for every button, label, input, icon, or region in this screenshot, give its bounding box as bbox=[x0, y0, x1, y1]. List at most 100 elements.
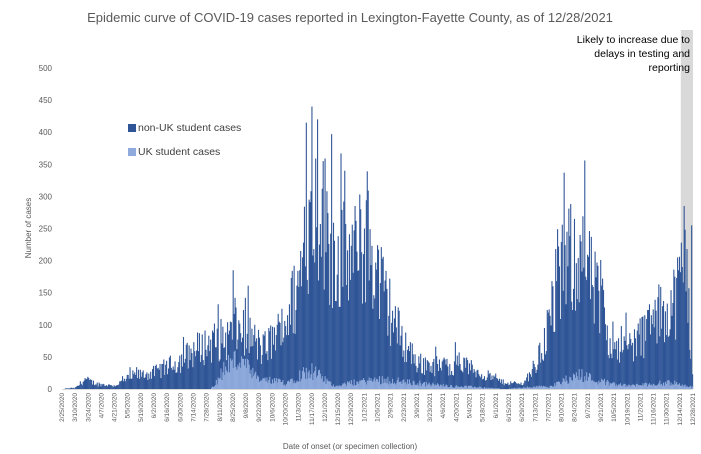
bar-non-uk bbox=[621, 352, 623, 389]
bar-non-uk bbox=[673, 269, 675, 389]
bar-non-uk bbox=[178, 362, 180, 389]
x-tick-label: 9/7/2021 bbox=[585, 393, 592, 419]
bar-uk bbox=[371, 380, 373, 389]
bar-non-uk bbox=[346, 285, 348, 389]
bar-non-uk bbox=[592, 286, 594, 389]
bar-uk bbox=[272, 383, 275, 389]
bar-non-uk bbox=[144, 377, 146, 389]
bar-uk bbox=[433, 383, 435, 389]
bar-uk bbox=[451, 385, 453, 389]
bar-uk bbox=[316, 377, 318, 389]
bar-non-uk bbox=[290, 277, 292, 389]
bar-uk bbox=[617, 384, 620, 389]
bar-non-uk bbox=[305, 122, 307, 389]
bar-uk bbox=[662, 385, 664, 389]
bar-non-uk bbox=[488, 374, 490, 389]
bar-non-uk bbox=[128, 378, 130, 389]
x-tick-label: 6/29/2021 bbox=[519, 393, 526, 422]
bar-uk bbox=[241, 356, 243, 389]
bar-non-uk bbox=[392, 332, 395, 389]
bar-uk bbox=[628, 384, 630, 389]
bar-non-uk bbox=[597, 265, 599, 389]
bar-non-uk bbox=[468, 363, 471, 389]
bar-non-uk bbox=[307, 293, 309, 389]
bar-non-uk bbox=[648, 310, 650, 389]
x-tick-label: 6/1/2021 bbox=[493, 393, 500, 419]
bar-non-uk bbox=[114, 386, 116, 389]
bar-non-uk bbox=[425, 370, 427, 389]
bar-non-uk bbox=[353, 230, 355, 389]
y-tick-label: 450 bbox=[39, 96, 53, 105]
bar-uk bbox=[260, 380, 262, 389]
bar-uk bbox=[314, 371, 316, 389]
bar-uk bbox=[509, 388, 511, 389]
bar-non-uk bbox=[123, 378, 125, 389]
bar-uk bbox=[327, 380, 329, 389]
bar-uk bbox=[594, 382, 596, 389]
bar-non-uk bbox=[536, 369, 538, 389]
bar-uk bbox=[675, 383, 677, 389]
bar-non-uk bbox=[471, 364, 473, 389]
bar-non-uk bbox=[302, 242, 305, 389]
bar-non-uk bbox=[606, 325, 608, 389]
bar-non-uk bbox=[338, 306, 340, 389]
bar-uk bbox=[581, 369, 583, 389]
bar-non-uk bbox=[583, 267, 585, 389]
bar-non-uk bbox=[469, 370, 471, 389]
bar-non-uk bbox=[497, 378, 499, 389]
bar-uk bbox=[246, 358, 248, 389]
x-tick-label: 8/25/2020 bbox=[230, 393, 237, 422]
bar-uk bbox=[656, 385, 658, 389]
bar-non-uk bbox=[681, 267, 683, 389]
bar-uk bbox=[226, 370, 228, 389]
bar-non-uk bbox=[235, 307, 237, 389]
x-tick-label: 6/16/2020 bbox=[164, 393, 171, 422]
bar-non-uk bbox=[194, 351, 196, 389]
bar-uk bbox=[355, 385, 357, 389]
bar-uk bbox=[466, 385, 468, 389]
bar-uk bbox=[305, 367, 307, 389]
bar-uk bbox=[334, 386, 336, 389]
bar-non-uk bbox=[197, 351, 200, 389]
bar-uk bbox=[548, 387, 550, 389]
bar-non-uk bbox=[657, 297, 659, 389]
bar-uk bbox=[648, 384, 650, 389]
bar-non-uk bbox=[378, 319, 380, 389]
bar-non-uk bbox=[230, 322, 232, 389]
bar-non-uk bbox=[138, 378, 140, 389]
bar-uk bbox=[532, 387, 534, 389]
bar-non-uk bbox=[578, 302, 580, 389]
bar-non-uk bbox=[623, 336, 625, 389]
bar-non-uk bbox=[379, 283, 381, 389]
bar-uk bbox=[294, 383, 296, 389]
bar-non-uk bbox=[624, 340, 626, 389]
bar-uk bbox=[664, 381, 666, 389]
bar-uk bbox=[630, 386, 632, 389]
bar-uk bbox=[603, 378, 606, 389]
bar-non-uk bbox=[334, 301, 336, 389]
x-tick-label: 12/1/2020 bbox=[322, 393, 329, 422]
bar-uk bbox=[645, 382, 647, 389]
bar-non-uk bbox=[441, 361, 443, 389]
bar-uk bbox=[556, 381, 558, 389]
bar-uk bbox=[413, 381, 415, 389]
bar-non-uk bbox=[580, 241, 582, 389]
uk-bars bbox=[211, 350, 694, 389]
bar-uk bbox=[404, 382, 406, 389]
bar-uk bbox=[315, 366, 317, 389]
bar-non-uk bbox=[110, 385, 112, 389]
bar-uk bbox=[475, 387, 477, 389]
bar-non-uk bbox=[450, 374, 452, 389]
bar-uk bbox=[519, 387, 521, 389]
bar-non-uk bbox=[376, 269, 378, 389]
bar-non-uk bbox=[317, 119, 319, 390]
bar-non-uk bbox=[532, 360, 534, 389]
bar-uk bbox=[428, 382, 430, 389]
bar-uk bbox=[388, 384, 390, 389]
bar-uk bbox=[378, 376, 380, 389]
bar-uk bbox=[459, 387, 461, 389]
bar-non-uk bbox=[444, 359, 446, 389]
bar-non-uk bbox=[303, 206, 305, 389]
bar-non-uk bbox=[103, 383, 105, 389]
bar-non-uk bbox=[456, 355, 458, 389]
